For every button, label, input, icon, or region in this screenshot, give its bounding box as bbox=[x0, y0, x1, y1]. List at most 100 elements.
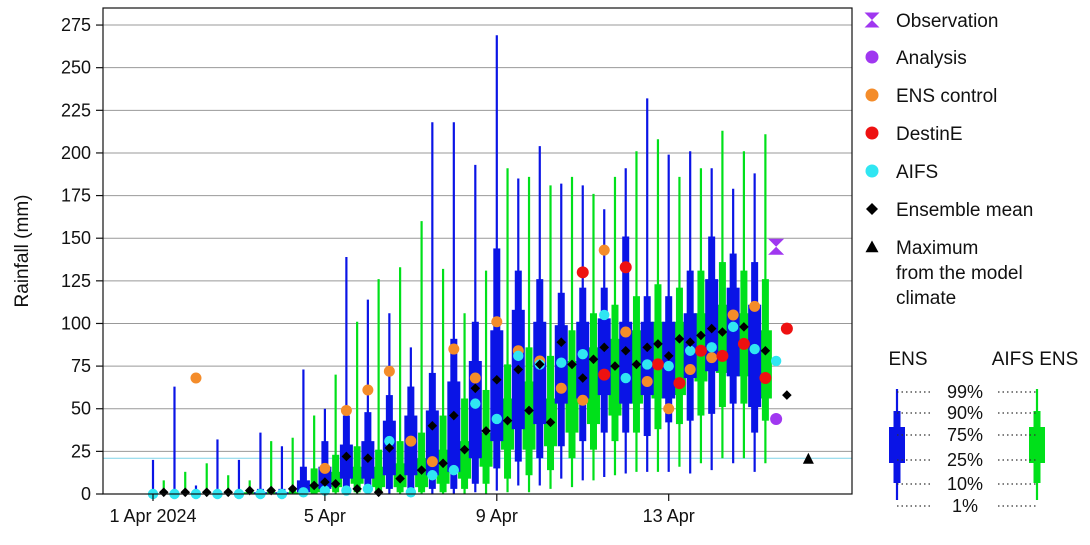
ensemble-mean-point bbox=[739, 322, 749, 332]
destine-point bbox=[673, 377, 686, 390]
ensemble-mean-point bbox=[631, 359, 642, 370]
ens-control-point bbox=[383, 365, 395, 377]
aifs-point bbox=[770, 355, 782, 367]
ensemble-mean-point bbox=[201, 487, 212, 498]
y-tick-label: 150 bbox=[61, 228, 91, 248]
ens-control-point bbox=[362, 384, 374, 396]
ens-box bbox=[447, 122, 461, 494]
aifs-ens-box bbox=[586, 193, 600, 481]
aifs-point bbox=[663, 360, 674, 372]
aifs-point bbox=[684, 345, 696, 356]
ens-box bbox=[576, 185, 590, 481]
ens-box-p25-p75 bbox=[468, 360, 482, 459]
legend-marker bbox=[865, 50, 879, 64]
ensemble-mean-point bbox=[524, 405, 534, 416]
observation-point bbox=[768, 238, 785, 255]
ensemble-mean-point bbox=[685, 337, 695, 348]
aifs-ens-box-p25-p75 bbox=[372, 466, 386, 488]
destine-point bbox=[716, 349, 729, 362]
ensemble-mean-point bbox=[513, 364, 524, 375]
ensemble-mean-point bbox=[244, 485, 255, 496]
box-key-percentile-label: 1% bbox=[952, 496, 978, 516]
y-tick-label: 50 bbox=[71, 399, 91, 419]
ensemble-mean-point bbox=[782, 390, 792, 400]
ensemble-mean-point bbox=[663, 351, 674, 361]
box-key: ENS AIFS ENS 99%90%75% 25% 10%1% bbox=[888, 349, 1078, 516]
aifs-point bbox=[470, 398, 481, 409]
aifs-point bbox=[749, 343, 760, 355]
y-tick-label: 0 bbox=[81, 484, 91, 504]
ens-box bbox=[748, 173, 762, 472]
y-axis-label: Rainfall (mm) bbox=[12, 195, 33, 308]
box-key-aifs-label: AIFS ENS bbox=[992, 349, 1079, 370]
ens-box bbox=[253, 432, 267, 494]
ensemble-mean-point bbox=[373, 487, 384, 498]
destine-point bbox=[651, 358, 664, 371]
y-tick-label: 250 bbox=[61, 58, 91, 78]
ens-box bbox=[662, 154, 676, 472]
ens-box bbox=[167, 386, 181, 495]
ensemble-mean-point bbox=[352, 484, 362, 494]
ens-box bbox=[382, 313, 396, 494]
ensemble-mean-point bbox=[717, 327, 728, 337]
aifs-point bbox=[620, 372, 631, 384]
ens-box-p25-p75 bbox=[640, 321, 654, 396]
destine-point bbox=[759, 372, 772, 385]
legend-marker bbox=[865, 88, 879, 102]
aifs-point bbox=[427, 470, 438, 481]
legend-marker bbox=[865, 240, 879, 253]
ensemble-mean-point bbox=[545, 417, 556, 428]
aifs-point bbox=[384, 435, 395, 447]
ens-box bbox=[275, 446, 289, 494]
legend: Observation Analysis ENS control DestinE AIF… bbox=[864, 11, 1033, 309]
ensemble-mean-point bbox=[384, 443, 395, 453]
aifs-ens-box-p25-p75 bbox=[586, 347, 600, 425]
y-tick-label: 275 bbox=[61, 15, 91, 35]
ens-box-p25-p75 bbox=[748, 304, 762, 408]
aifs-point bbox=[362, 483, 374, 495]
ensemble-mean-point bbox=[567, 359, 577, 370]
destine-point bbox=[694, 344, 707, 357]
ensemble-mean-point bbox=[610, 361, 620, 371]
ensemble-mean-point bbox=[309, 480, 319, 491]
aifs-point bbox=[642, 359, 653, 370]
ensemble-mean-point bbox=[341, 451, 352, 462]
ens-control-point bbox=[641, 375, 653, 387]
x-tick-label: 13 Apr bbox=[643, 506, 695, 526]
ens-box-p25-p75 bbox=[490, 330, 504, 442]
box-key-aifs-inner bbox=[1029, 427, 1045, 463]
ensemble-mean-point bbox=[180, 487, 191, 498]
ens-box bbox=[640, 98, 654, 472]
aifs-ens-box-p25-p75 bbox=[350, 466, 364, 484]
aifs-ens-box bbox=[372, 279, 386, 494]
legend-label: DestinE bbox=[896, 124, 963, 145]
ensemble-mean-point bbox=[491, 374, 502, 385]
aifs-point bbox=[513, 350, 524, 362]
y-tick-label: 75 bbox=[71, 356, 91, 376]
aifs-ens-box bbox=[629, 151, 643, 472]
x-tick-label: 5 Apr bbox=[304, 506, 346, 526]
ens-box-p25-p75 bbox=[533, 321, 547, 425]
ensemble-mean-point bbox=[158, 487, 169, 498]
ens-control-point bbox=[448, 343, 460, 355]
ens-control-point bbox=[706, 352, 718, 364]
ensemble-mean-point bbox=[330, 478, 341, 489]
legend-label: ENS control bbox=[896, 86, 997, 107]
ensemble-mean-point bbox=[642, 342, 653, 353]
ens-control-point bbox=[405, 435, 417, 447]
destine-point bbox=[576, 266, 589, 279]
ens-control-point bbox=[491, 316, 503, 328]
ens-control-point bbox=[598, 244, 610, 256]
ens-box bbox=[425, 122, 439, 494]
y-tick-label: 25 bbox=[71, 441, 91, 461]
ens-control-point bbox=[319, 462, 331, 474]
ensemble-mean-point bbox=[653, 339, 663, 349]
aifs-point bbox=[491, 413, 502, 425]
ens-box bbox=[468, 164, 482, 493]
ensemble-mean-point bbox=[438, 458, 448, 469]
ensemble-mean-point bbox=[696, 330, 706, 341]
y-tick-label: 100 bbox=[61, 313, 91, 333]
ens-box-p25-p75 bbox=[576, 321, 590, 399]
aifs-point bbox=[319, 485, 331, 496]
ensemble-mean-point bbox=[449, 410, 459, 421]
